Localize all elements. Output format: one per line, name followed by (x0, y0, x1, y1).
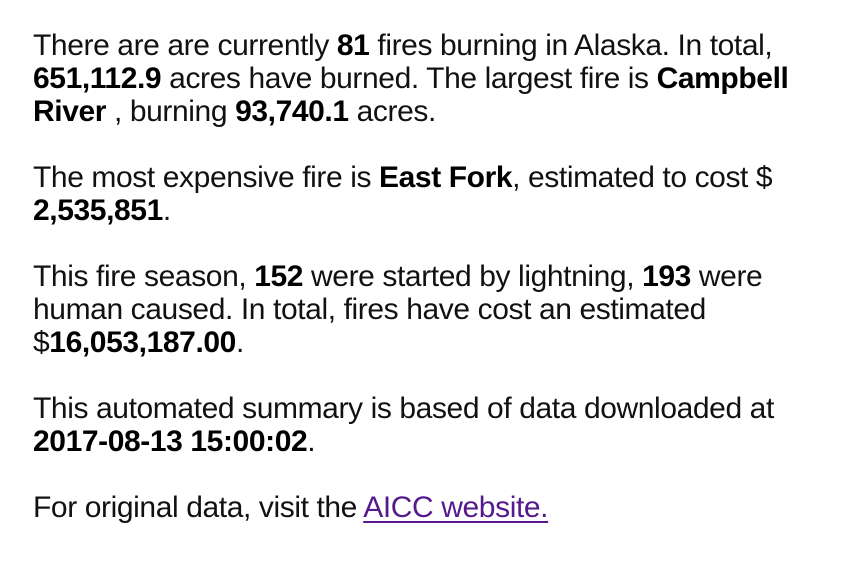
cost-text-2: , estimated to cost $ (512, 161, 773, 194)
largest-fire-name: Campbell River (33, 62, 789, 128)
overview-paragraph: There are are currently 81 fires burning… (33, 29, 823, 128)
acres-burned: 651,112.9 (33, 62, 162, 95)
cause-text-4: . (235, 326, 244, 359)
aicc-website-link[interactable]: AICC website. (363, 491, 549, 524)
cause-text-2: were started by lightning, (303, 260, 643, 293)
source-paragraph: For original data, visit the AICC websit… (33, 491, 823, 524)
timestamp-paragraph: This automated summary is based of data … (33, 392, 823, 458)
expensive-fire-cost: 2,535,851 (33, 194, 163, 227)
overview-text-3: acres have burned. The largest fire is (161, 62, 657, 95)
timestamp-text-1: This automated summary is based of data … (33, 392, 774, 425)
largest-fire-acres: 93,740.1 (235, 95, 349, 128)
cost-paragraph: The most expensive fire is East Fork, es… (33, 161, 823, 227)
source-text: For original data, visit the (33, 491, 364, 524)
overview-text-2: fires burning in Alaska. In total, (369, 29, 773, 62)
overview-text-5: acres. (348, 95, 437, 128)
fire-count: 81 (336, 29, 370, 62)
overview-text-4: , burning (106, 95, 236, 128)
timestamp-text-2: . (307, 425, 316, 458)
cost-text-3: . (162, 194, 171, 227)
cause-text-1: This fire season, (33, 260, 255, 293)
total-cost: 16,053,187.00 (49, 326, 236, 359)
cause-paragraph: This fire season, 152 were started by li… (33, 260, 823, 359)
download-timestamp: 2017-08-13 15:00:02 (33, 425, 308, 458)
cause-text-3: were human caused. In total, fires have … (33, 260, 763, 359)
expensive-fire-name: East Fork (379, 161, 513, 194)
cost-text-1: The most expensive fire is (33, 161, 380, 194)
lightning-count: 152 (254, 260, 304, 293)
human-count: 193 (642, 260, 691, 293)
fire-summary: There are are currently 81 fires burning… (33, 29, 823, 524)
overview-text-1: There are are currently (33, 29, 337, 62)
